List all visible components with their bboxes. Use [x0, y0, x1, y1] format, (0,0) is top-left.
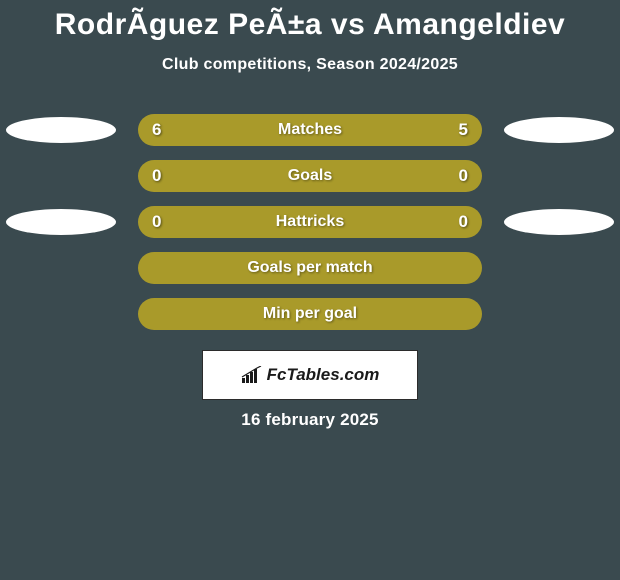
- stat-label: Min per goal: [138, 305, 482, 323]
- player-ellipse-left: [6, 117, 116, 143]
- stat-label: Hattricks: [138, 213, 482, 231]
- stat-label: Matches: [138, 121, 482, 139]
- stat-value-left: 0: [152, 206, 161, 238]
- stat-rows: Matches65Goals00Hattricks00Goals per mat…: [0, 114, 620, 330]
- page-title: RodrÃ­guez PeÃ±a vs Amangeldiev: [0, 0, 620, 42]
- stat-label: Goals: [138, 167, 482, 185]
- bar-chart-icon: [241, 366, 263, 384]
- player-ellipse-right: [504, 117, 614, 143]
- stat-bar: Goals per match: [138, 252, 482, 284]
- stat-value-left: 6: [152, 114, 161, 146]
- stat-row: Goals per match: [0, 252, 620, 284]
- stat-value-left: 0: [152, 160, 161, 192]
- source-badge-text: FcTables.com: [267, 365, 380, 385]
- stat-value-right: 5: [459, 114, 468, 146]
- stat-bar: Hattricks: [138, 206, 482, 238]
- stat-value-right: 0: [459, 160, 468, 192]
- stat-value-right: 0: [459, 206, 468, 238]
- stat-bar: Matches: [138, 114, 482, 146]
- stat-bar: Goals: [138, 160, 482, 192]
- stat-row: Matches6 5: [0, 114, 620, 146]
- page-subtitle: Club competitions, Season 2024/2025: [0, 56, 620, 74]
- stat-row: Goals0 0: [0, 160, 620, 192]
- stat-bar: Min per goal: [138, 298, 482, 330]
- date-label: 16 february 2025: [0, 410, 620, 430]
- stat-row: Min per goal: [0, 298, 620, 330]
- stat-label: Goals per match: [138, 259, 482, 277]
- stat-row: Hattricks0 0: [0, 206, 620, 238]
- source-badge: FcTables.com: [202, 350, 418, 400]
